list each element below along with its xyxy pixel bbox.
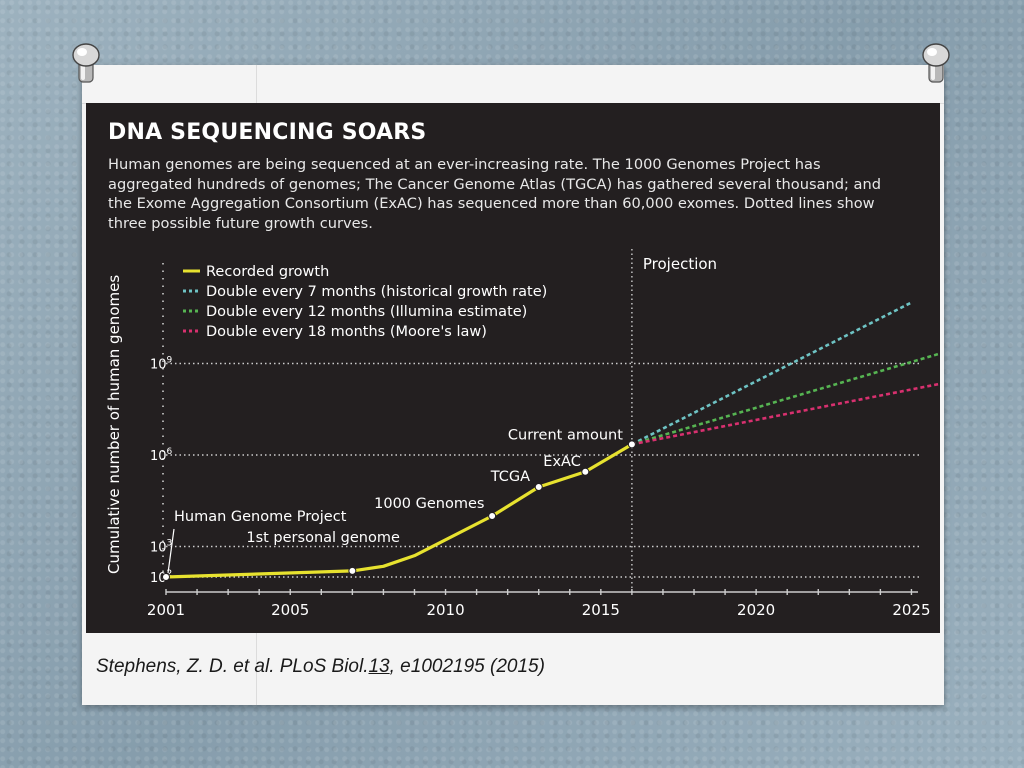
x-tick-label: 2005 [271,601,309,619]
annotation-marker [488,512,497,520]
annotation-marker [581,467,590,476]
x-tick-label: 2010 [426,601,464,619]
x-tick-label: 2020 [737,601,775,619]
description-line: Human genomes are being sequenced at an … [108,156,821,173]
figure-title: DNA SEQUENCING SOARS [108,120,427,145]
annotation-label: ExAC [543,454,581,470]
y-tick-label: 103 [150,539,172,556]
legend-label: Double every 12 months (Illumina estimat… [206,304,527,320]
legend-label: Double every 7 months (historical growth… [206,284,547,300]
annotation-label: 1st personal genome [246,530,400,546]
growth-chart: 2001 2005 2010 2015 2020 2025102103106109Cumu… [105,249,940,619]
figure-description: Human genomes are being sequenced at an … [108,155,918,233]
annotation-leader [167,528,175,574]
citation-suffix: , e1002195 (2015) [389,656,545,677]
annotation-marker [627,440,636,449]
description-line: the Exome Aggregation Consortium (ExAC) … [108,195,875,212]
annotation-marker [534,483,543,492]
y-axis-label: Cumulative number of human genomes [105,275,123,574]
annotation-label: TCGA [490,469,530,485]
description-line: aggregated hundreds of genomes; The Canc… [108,175,882,193]
projection-series-line [631,382,940,446]
description-line: three possible future growth curves. [108,214,373,232]
y-tick-label: 109 [150,356,173,373]
y-tick-label: 106 [150,447,173,464]
projection-series-line [631,352,940,446]
recorded-growth-line [164,442,634,579]
projection-series-line [631,301,913,446]
legend-label: Double every 18 months (Moore's law) [206,324,487,340]
citation: Stephens, Z. D. et al. PLoS Biol.13, e10… [96,656,545,678]
x-tick-label: 2025 [892,601,930,619]
x-tick-label: 2015 [582,601,620,619]
citation-volume: 13 [368,656,390,677]
annotation-label: 1000 Genomes [374,496,484,512]
figure-panel: DNA SEQUENCING SOARS Human genomes are b… [86,103,940,633]
legend-label: Recorded growth [206,264,329,280]
annotation-marker [348,566,357,575]
annotation-label: Current amount [508,427,623,443]
projection-label: Projection [643,255,717,273]
x-tick-label: 2001 [147,601,185,619]
annotation-marker [162,573,170,581]
annotation-label: Human Genome Project [174,509,347,525]
citation-text: Stephens, Z. D. et al. PLoS Biol. [96,656,369,677]
pushpin-icon [922,43,950,83]
pushpin-icon [72,43,100,83]
